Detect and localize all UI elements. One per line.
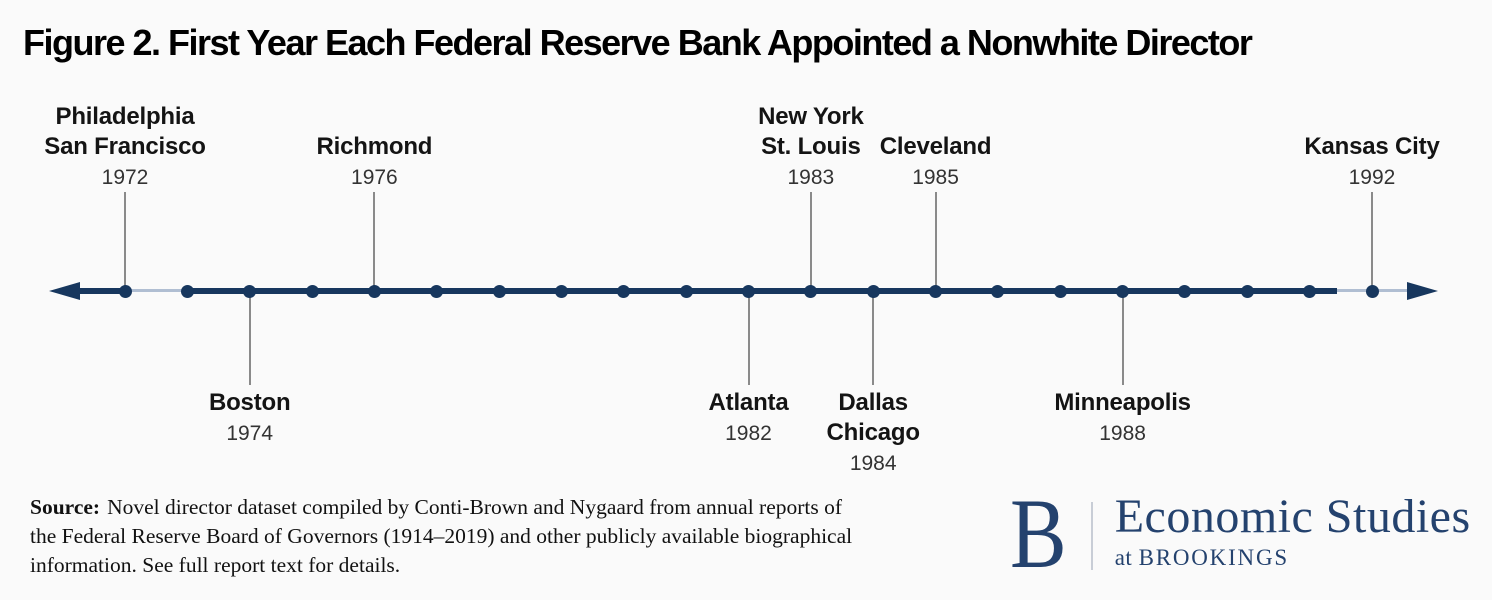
source-line-3: information. See full report text for de…	[30, 553, 401, 577]
timeline-dot-1987	[1053, 284, 1067, 298]
timeline-dot-1975	[305, 284, 319, 298]
timeline-dot-1986	[991, 284, 1005, 298]
timeline-dot-1988	[1116, 284, 1130, 298]
timeline-dot-1989	[1178, 284, 1192, 298]
event-connector-1984	[872, 296, 875, 385]
event-year: 1985	[912, 166, 959, 189]
event-year: 1972	[101, 166, 149, 189]
event-label-1974: Boston 1974	[208, 388, 291, 446]
left-arrow-icon	[49, 282, 80, 300]
bank-name: Dallas	[838, 389, 908, 416]
event-label-1972: Philadelphia San Francisco 1972	[44, 102, 206, 190]
event-connector-1988	[1121, 296, 1124, 385]
event-connector-1982	[747, 296, 750, 385]
right-arrow-icon	[1407, 282, 1438, 300]
bank-name: Chicago	[826, 419, 920, 446]
timeline-dot-1981	[679, 284, 693, 298]
event-year: 1982	[725, 422, 772, 445]
event-year: 1984	[849, 452, 897, 475]
brookings-monogram: B	[1010, 478, 1067, 589]
event-connector-1983	[809, 192, 812, 288]
event-year: 1992	[1348, 166, 1396, 189]
timeline-dot-1985	[929, 284, 943, 298]
event-year: 1983	[787, 166, 835, 189]
timeline-dot-1991	[1303, 284, 1317, 298]
timeline-dot-1984	[866, 284, 880, 298]
bank-name: New York	[758, 103, 864, 130]
bank-name: Minneapolis	[1054, 389, 1191, 416]
event-year: 1988	[1099, 422, 1146, 445]
page-title: Figure 2. First Year Each Federal Reserv…	[23, 22, 1253, 63]
bank-name: Richmond	[316, 133, 433, 160]
timeline-dot-1974	[243, 284, 257, 298]
bank-name: Atlanta	[708, 389, 789, 416]
timeline-dot-1983	[804, 284, 818, 298]
bank-name: Boston	[208, 389, 291, 416]
source-line-2: the Federal Reserve Board of Governors (…	[30, 524, 853, 548]
event-label-1982: Atlanta 1982	[709, 388, 789, 446]
event-label-1976: Richmond 1976	[317, 132, 433, 190]
event-connector-1985	[934, 192, 937, 288]
timeline-dot-1973	[180, 284, 194, 298]
source-line-1: Source: Novel director dataset compiled b…	[30, 493, 1020, 522]
timeline-dot-1990	[1240, 284, 1254, 298]
logo-text: Economic Studies at BROOKINGS	[1114, 490, 1471, 570]
logo-org-name: Economic Studies	[1114, 490, 1471, 543]
event-label-1988: Minneapolis 1988	[1054, 388, 1191, 446]
timeline-dot-1976	[367, 284, 381, 298]
logo-tagline: at BROOKINGS	[1115, 546, 1471, 570]
bank-name: St. Louis	[761, 133, 861, 160]
event-connector-1976	[373, 192, 376, 288]
timeline-dot-1978	[492, 284, 506, 298]
timeline-dot-1979	[554, 284, 568, 298]
timeline-dot-1972	[118, 284, 132, 298]
timeline-axis-main	[187, 288, 1337, 294]
logo-tagline-org: BROOKINGS	[1138, 545, 1289, 570]
source-text-1: Novel director dataset compiled by Conti…	[107, 495, 843, 519]
logo-tagline-prefix: at	[1114, 545, 1133, 570]
timeline-dot-1992	[1365, 284, 1379, 298]
bank-name: San Francisco	[44, 133, 206, 160]
bank-name: Philadelphia	[55, 103, 195, 130]
event-label-1985: Cleveland 1985	[880, 132, 992, 190]
event-connector-1972	[124, 192, 126, 288]
event-label-1983: New York St. Louis 1983	[758, 102, 864, 190]
timeline-dot-1982	[742, 284, 755, 298]
timeline-axis-left-shaft	[74, 288, 127, 294]
source-note: Source: Novel director dataset compiled b…	[30, 493, 1020, 580]
bank-name: Cleveland	[879, 133, 992, 160]
timeline-dot-1980	[617, 284, 631, 298]
logo-divider	[1090, 502, 1093, 570]
event-label-1992: Kansas City 1992	[1304, 132, 1439, 190]
event-connector-1974	[248, 296, 251, 385]
event-year: 1974	[226, 422, 274, 445]
event-year: 1976	[351, 166, 398, 189]
event-connector-1992	[1371, 192, 1373, 288]
source-label: Source:	[30, 495, 101, 519]
timeline-dot-1977	[430, 284, 444, 298]
timeline-axis-light-segment-left	[125, 289, 189, 292]
event-label-1984: Dallas Chicago 1984	[827, 388, 920, 476]
bank-name: Kansas City	[1304, 133, 1440, 160]
brookings-logo: B Economic Studies at BROOKINGS	[1010, 478, 1471, 589]
